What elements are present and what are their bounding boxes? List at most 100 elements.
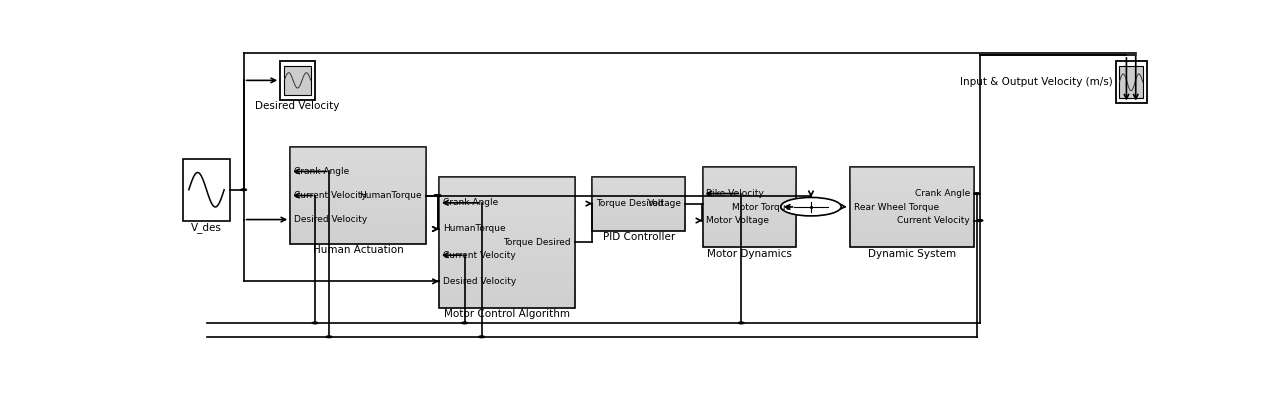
Bar xyxy=(439,182,575,187)
Bar xyxy=(703,215,795,218)
Text: Crank Angle: Crank Angle xyxy=(915,189,970,198)
Bar xyxy=(703,193,795,196)
Bar xyxy=(703,228,795,231)
Bar xyxy=(291,236,426,240)
Bar xyxy=(439,213,575,219)
Bar xyxy=(593,192,686,194)
Text: Voltage: Voltage xyxy=(648,199,681,208)
Text: PID Controller: PID Controller xyxy=(603,232,675,242)
Circle shape xyxy=(326,336,332,338)
Bar xyxy=(291,217,426,221)
Bar xyxy=(291,224,426,228)
Bar xyxy=(291,151,426,155)
Bar xyxy=(850,215,974,218)
Bar xyxy=(439,276,575,281)
Text: Current Velocity: Current Velocity xyxy=(897,216,970,225)
Bar xyxy=(291,213,426,217)
Bar xyxy=(593,198,686,201)
Bar xyxy=(593,229,686,230)
Bar xyxy=(703,186,795,189)
Bar xyxy=(850,186,974,189)
Bar xyxy=(593,204,686,207)
Text: Crank Angle: Crank Angle xyxy=(294,167,349,176)
Bar xyxy=(291,174,426,178)
Bar xyxy=(593,196,686,198)
Bar xyxy=(1119,66,1143,98)
Bar xyxy=(703,167,795,247)
Bar xyxy=(291,201,426,205)
Bar xyxy=(850,196,974,199)
Text: Current Velocity: Current Velocity xyxy=(443,251,516,260)
Circle shape xyxy=(977,220,983,221)
Bar xyxy=(439,297,575,302)
Bar xyxy=(291,155,426,159)
Bar xyxy=(291,209,426,213)
Bar xyxy=(703,218,795,221)
Bar xyxy=(850,244,974,247)
Bar xyxy=(593,213,686,216)
Bar xyxy=(439,281,575,286)
Bar xyxy=(593,217,686,220)
Bar xyxy=(703,202,795,205)
Bar xyxy=(439,240,575,245)
Bar xyxy=(593,216,686,217)
Bar xyxy=(593,207,686,209)
Bar xyxy=(291,186,426,190)
Bar xyxy=(850,228,974,231)
Bar xyxy=(439,266,575,271)
Text: Human Actuation: Human Actuation xyxy=(312,245,403,255)
Bar xyxy=(439,245,575,250)
Bar xyxy=(703,225,795,228)
Bar xyxy=(850,180,974,183)
Bar xyxy=(439,234,575,240)
Bar xyxy=(439,286,575,292)
Text: Torque Desired: Torque Desired xyxy=(596,199,664,208)
Bar xyxy=(593,177,686,230)
Text: Desired Velocity: Desired Velocity xyxy=(256,101,339,111)
Circle shape xyxy=(739,322,744,324)
Bar xyxy=(183,159,229,221)
Bar xyxy=(703,189,795,193)
Bar xyxy=(850,177,974,180)
Bar xyxy=(439,255,575,260)
Bar xyxy=(593,222,686,224)
Bar xyxy=(703,177,795,180)
Bar xyxy=(850,167,974,247)
Bar xyxy=(703,167,795,170)
Text: Motor Torque: Motor Torque xyxy=(732,203,791,212)
Bar xyxy=(291,167,426,171)
Text: Motor Dynamics: Motor Dynamics xyxy=(707,249,791,259)
Text: Desired Velocity: Desired Velocity xyxy=(443,277,516,286)
Bar xyxy=(593,190,686,192)
Bar xyxy=(291,240,426,243)
Text: Input & Output Velocity (m/s): Input & Output Velocity (m/s) xyxy=(960,77,1112,87)
Bar xyxy=(291,228,426,232)
Text: Motor Control Algorithm: Motor Control Algorithm xyxy=(444,309,570,319)
Bar xyxy=(439,229,575,234)
Bar xyxy=(850,231,974,234)
Bar xyxy=(291,171,426,174)
Bar xyxy=(439,192,575,197)
Bar xyxy=(850,189,974,193)
Bar xyxy=(291,193,426,197)
Bar xyxy=(850,218,974,221)
Bar xyxy=(439,302,575,308)
Bar xyxy=(291,159,426,163)
Circle shape xyxy=(974,193,979,194)
Bar xyxy=(850,167,974,170)
Bar xyxy=(850,170,974,173)
Bar xyxy=(291,221,426,224)
Bar xyxy=(439,260,575,266)
Bar xyxy=(439,177,575,182)
Bar xyxy=(291,163,426,167)
Circle shape xyxy=(312,322,317,324)
Bar xyxy=(291,190,426,193)
Bar xyxy=(850,221,974,225)
Bar xyxy=(593,188,686,190)
Bar xyxy=(439,187,575,192)
Bar xyxy=(291,197,426,201)
Bar xyxy=(703,234,795,238)
Bar xyxy=(593,226,686,229)
Bar xyxy=(593,194,686,196)
Bar xyxy=(703,238,795,241)
